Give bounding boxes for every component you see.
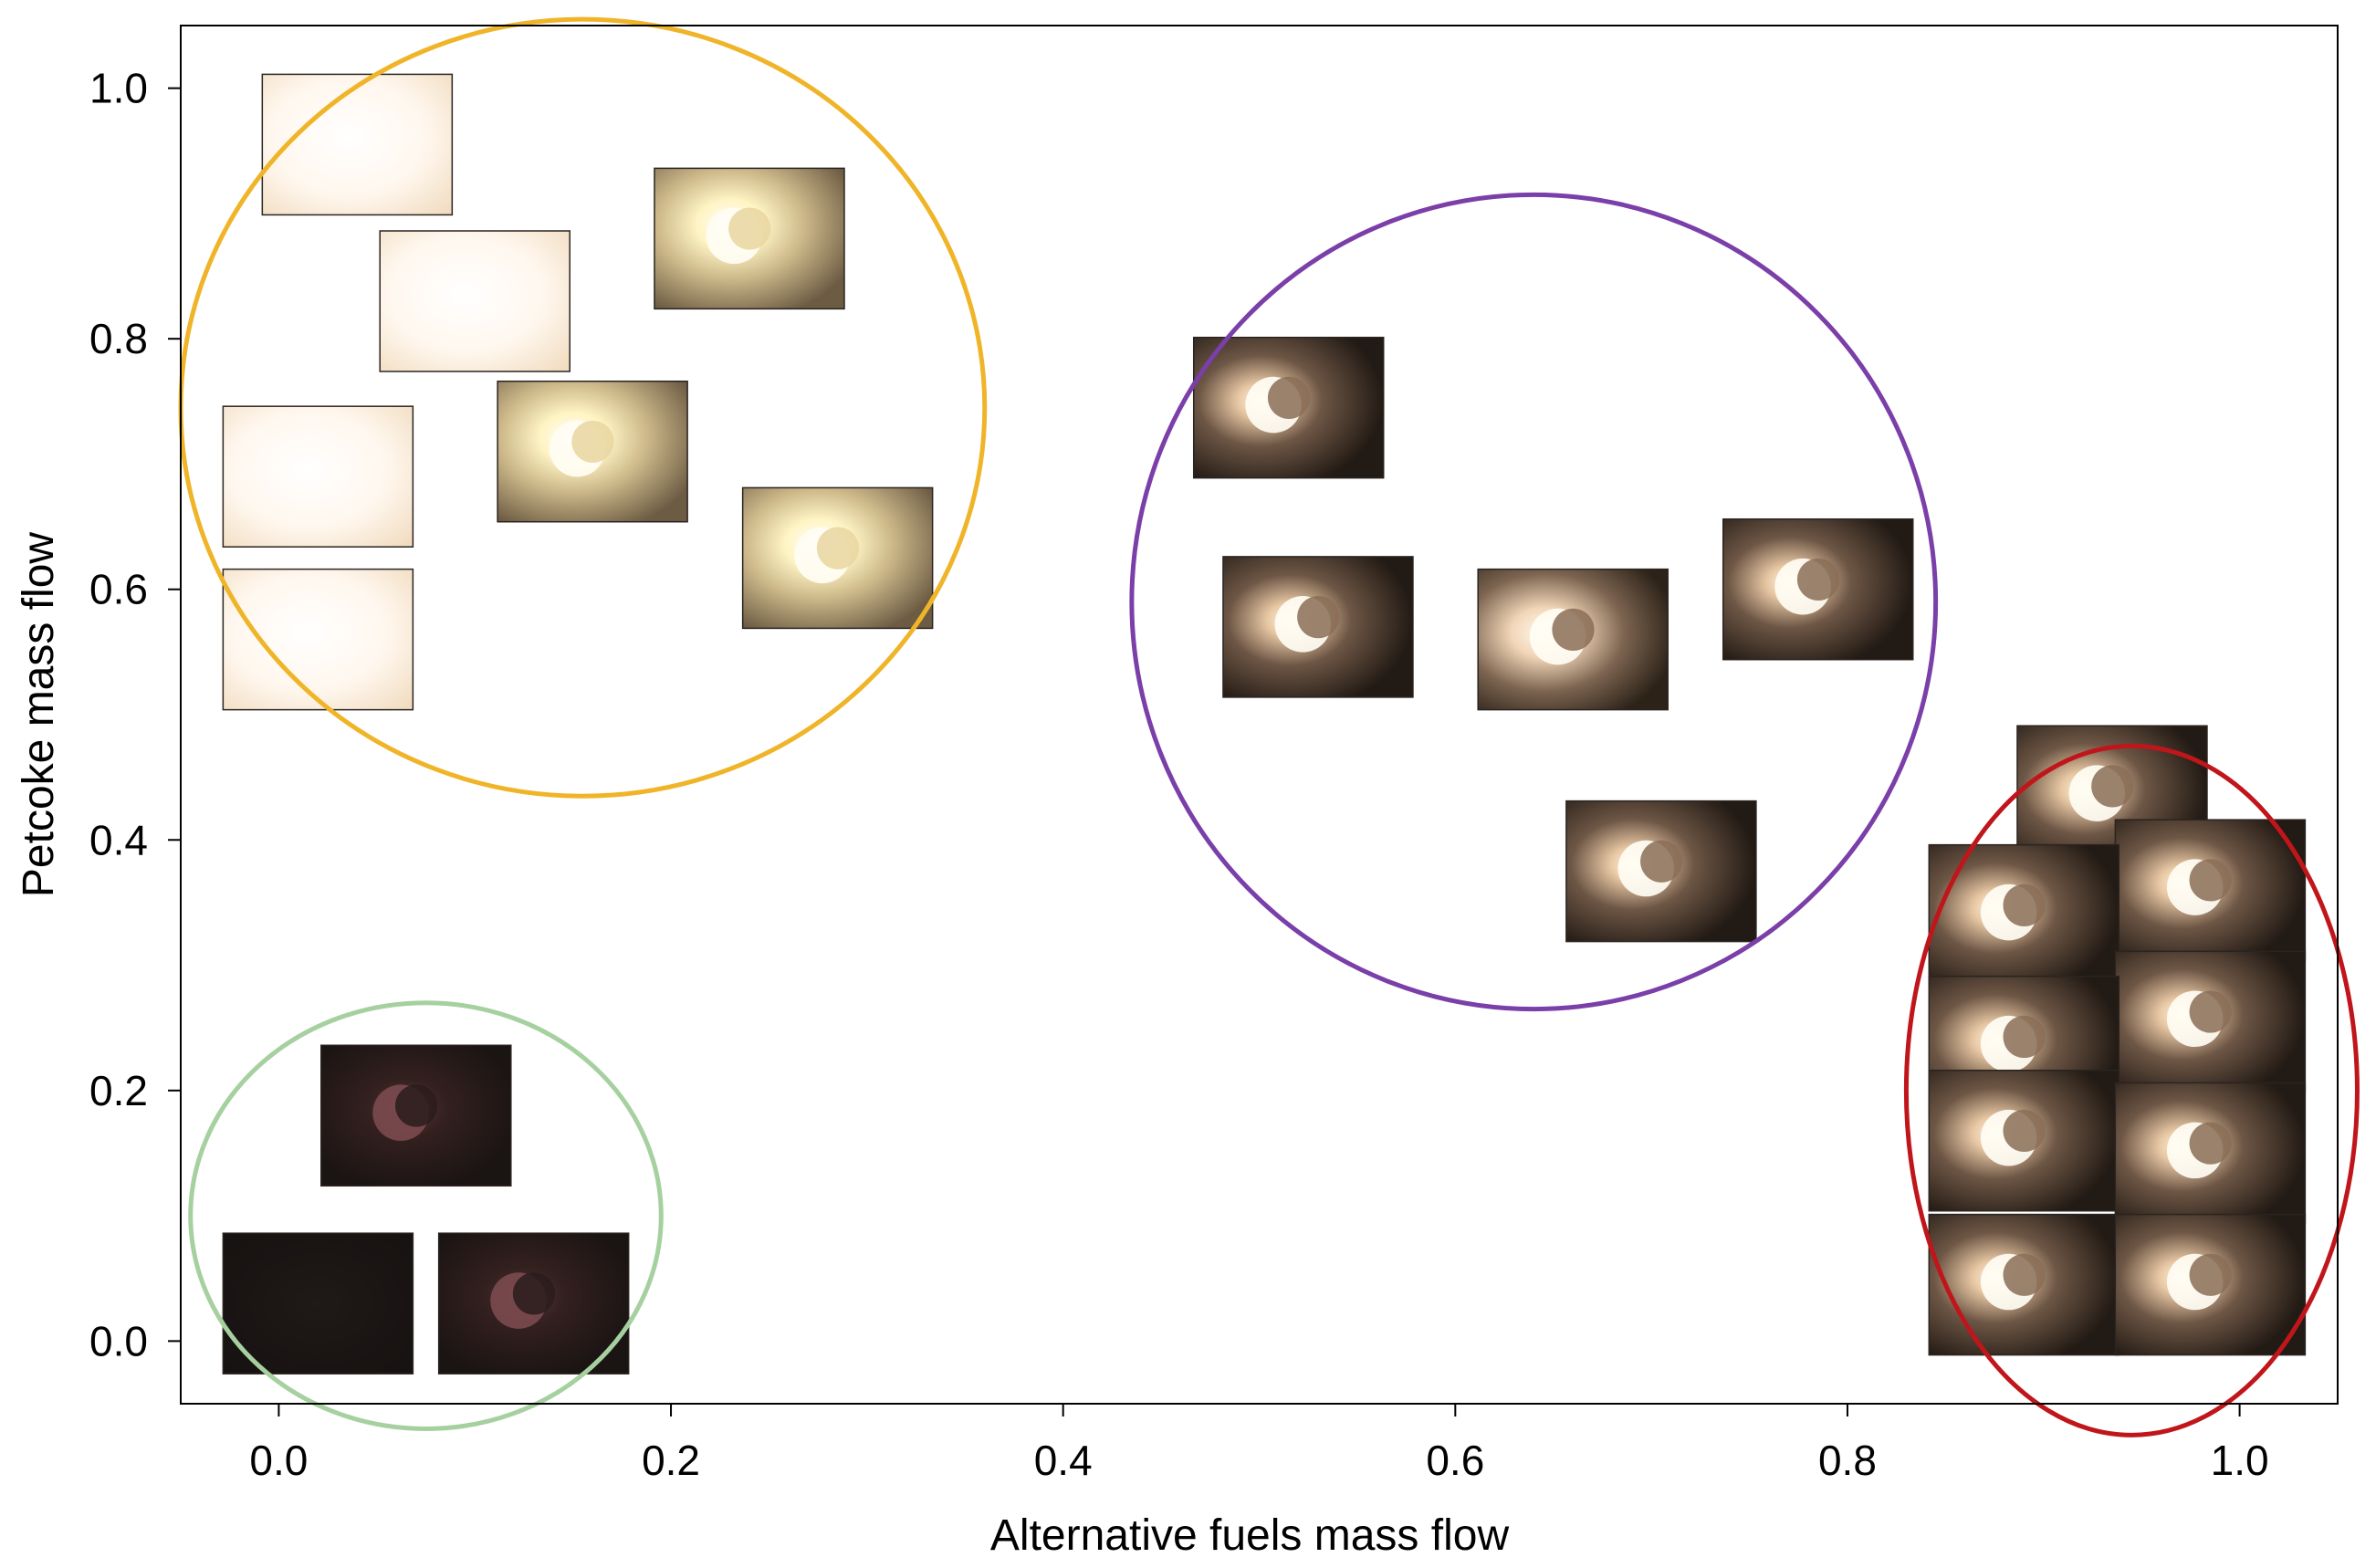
data-point-thumbnail <box>1928 1069 2120 1212</box>
x-tick-label: 1.0 <box>2211 1437 2269 1484</box>
x-tick-label: 0.2 <box>642 1437 700 1484</box>
y-axis: 0.0 0.2 0.4 0.6 0.8 1.0 <box>89 65 181 1364</box>
cluster-ellipse <box>1903 743 2360 1437</box>
data-point-thumbnail <box>1928 1213 2120 1356</box>
data-point-thumbnail <box>2114 1213 2307 1356</box>
flame-thumbnails-layer <box>222 73 2307 1375</box>
x-axis: 0.0 0.2 0.4 0.6 0.8 1.0 <box>249 1404 2269 1484</box>
data-point-thumbnail <box>437 1232 630 1375</box>
data-point-thumbnail <box>1565 800 1757 943</box>
data-point-thumbnail <box>2114 950 2307 1093</box>
cluster-ellipse <box>1129 192 1939 1012</box>
y-tick-label: 0.0 <box>89 1317 148 1364</box>
data-point-thumbnail <box>2114 819 2307 961</box>
y-tick-label: 0.8 <box>89 315 148 362</box>
data-point-thumbnail <box>261 73 454 216</box>
x-tick-label: 0.4 <box>1034 1437 1093 1484</box>
data-point-thumbnail <box>497 380 688 523</box>
plot-frame <box>180 25 2339 1405</box>
y-axis-label: Petcoke mass flow <box>15 532 63 897</box>
data-point-thumbnail <box>2114 1082 2307 1225</box>
x-tick-label: 0.0 <box>249 1437 308 1484</box>
x-axis-label: Alternative fuels mass flow <box>990 1511 1510 1560</box>
data-point-thumbnail <box>222 568 414 711</box>
x-tick-label: 0.6 <box>1426 1437 1484 1484</box>
data-point-thumbnail <box>1477 568 1669 711</box>
data-point-thumbnail <box>1722 517 1914 661</box>
data-point-thumbnail <box>1928 843 2120 987</box>
data-point-thumbnail <box>379 230 570 372</box>
data-point-thumbnail <box>741 486 934 630</box>
data-point-thumbnail <box>1192 336 1385 479</box>
data-point-thumbnail <box>654 167 845 310</box>
data-point-thumbnail <box>1222 556 1414 698</box>
data-point-thumbnail <box>222 405 414 548</box>
y-tick-label: 0.4 <box>89 816 148 863</box>
data-point-thumbnail <box>222 1232 414 1375</box>
y-tick-label: 0.6 <box>89 566 148 613</box>
y-tick-label: 1.0 <box>89 65 148 112</box>
data-point-thumbnail <box>320 1044 512 1187</box>
y-tick-label: 0.2 <box>89 1067 148 1114</box>
x-tick-label: 0.8 <box>1818 1437 1877 1484</box>
cluster-ellipse <box>188 1000 664 1431</box>
